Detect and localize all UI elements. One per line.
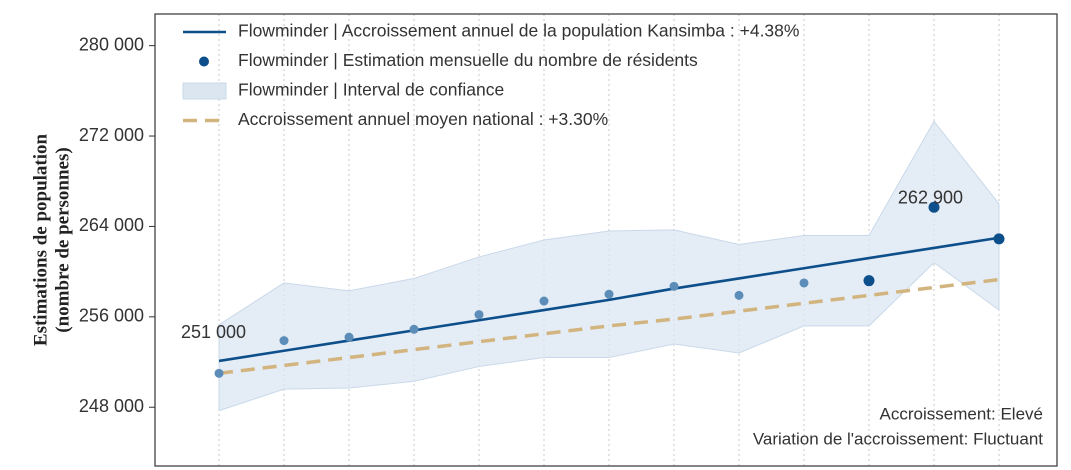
legend-label: Flowminder | Accroissement annuel de la … xyxy=(238,21,799,41)
legend-label: Flowminder | Interval de confiance xyxy=(238,80,504,100)
data-point xyxy=(214,368,224,378)
data-point xyxy=(279,336,289,346)
y-axis-label: (nombre de personnes) xyxy=(52,147,73,332)
y-tick-label: 280 000 xyxy=(79,34,144,54)
y-tick-label: 256 000 xyxy=(79,306,144,326)
plot: 248 000 256 000 264 000 272 000 280 000 251 0… xyxy=(79,14,1005,466)
annotation: Variation de l'accroissement: Fluctuant xyxy=(753,429,1043,448)
y-tick-label: 264 000 xyxy=(79,215,144,235)
y-tick-label: 272 000 xyxy=(79,125,144,145)
data-point xyxy=(799,278,809,288)
data-point xyxy=(669,281,679,291)
data-point xyxy=(344,332,354,342)
legend-swatch xyxy=(199,56,209,67)
annotation: Accroissement: Elevé xyxy=(880,404,1043,423)
legend-swatch xyxy=(182,82,227,100)
legend-label: Flowminder | Estimation mensuelle du nom… xyxy=(238,50,698,70)
data-point xyxy=(734,290,744,300)
data-point xyxy=(539,296,549,306)
data-point xyxy=(604,289,614,299)
data-point xyxy=(928,201,940,213)
value-label: 251 000 xyxy=(181,322,246,342)
value-label: 262 900 xyxy=(898,188,963,208)
y-tick-label: 248 000 xyxy=(79,396,144,416)
data-point xyxy=(474,310,484,320)
y-axis-label: Estimations de population xyxy=(30,133,51,346)
legend-label: Accroissement annuel moyen national : +3… xyxy=(238,109,608,129)
legend: Flowminder | Accroissement annuel de la … xyxy=(182,21,799,129)
confidence-band xyxy=(218,120,1000,412)
data-point xyxy=(993,233,1005,245)
plot-frame xyxy=(154,13,1058,467)
data-point xyxy=(863,275,875,287)
data-point xyxy=(409,324,419,334)
